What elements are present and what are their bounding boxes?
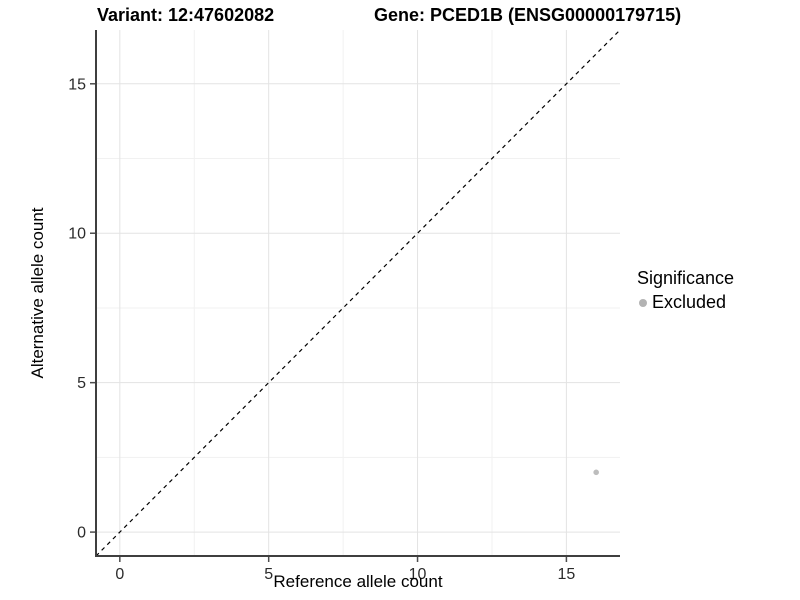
legend-title: Significance (637, 268, 735, 288)
y-tick-label: 0 (77, 525, 86, 542)
grid-major (96, 30, 620, 556)
grid-minor (96, 30, 620, 556)
x-tick-label: 0 (115, 566, 124, 583)
plot-title-variant: Variant: 12:47602082 (97, 5, 275, 25)
y-tick-label: 10 (68, 226, 86, 243)
x-axis-title: Reference allele count (273, 572, 443, 591)
y-tick-label: 15 (68, 76, 86, 93)
identity-line (95, 29, 621, 557)
x-tick-label: 10 (409, 566, 427, 583)
data-points (593, 469, 599, 476)
data-point (593, 469, 599, 476)
axis-ticks-and-labels: 0 5 10 15 0 5 10 15 (68, 76, 575, 583)
legend: Significance Excluded (637, 268, 734, 313)
legend-point-icon (639, 298, 647, 307)
plot-title-gene: Gene: PCED1B (ENSG00000179715) (374, 5, 682, 25)
x-tick-label: 5 (264, 566, 273, 583)
axis-lines (95, 30, 620, 557)
legend-item-excluded: Excluded (637, 292, 734, 313)
x-tick-label: 15 (558, 566, 576, 583)
legend-item-label: Excluded (652, 292, 727, 312)
y-tick-label: 5 (77, 375, 86, 392)
